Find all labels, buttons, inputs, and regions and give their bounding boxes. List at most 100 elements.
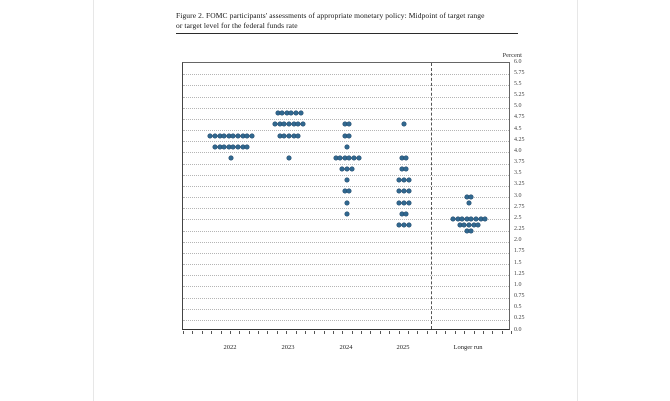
projection-dot: [483, 217, 488, 222]
projection-dot: [467, 222, 471, 227]
projection-dot: [455, 217, 460, 222]
y-axis-tick-label: 0.5: [514, 304, 522, 311]
y-gridline: [183, 286, 509, 288]
projection-dot: [457, 222, 462, 227]
projection-dot: [235, 144, 240, 149]
x-axis-tick: [398, 331, 400, 334]
y-axis-tick-label: 4.5: [514, 125, 522, 132]
page-edge-right: [577, 0, 578, 401]
projection-dot: [464, 228, 469, 233]
projection-dot: [245, 144, 250, 149]
y-gridline: [183, 141, 509, 143]
y-axis-tick-label: 4.75: [514, 114, 525, 121]
projection-dot: [345, 211, 349, 216]
projection-dot: [342, 122, 347, 127]
projection-dot: [296, 122, 301, 127]
y-gridline: [183, 152, 509, 154]
projection-dot: [229, 155, 233, 160]
projection-dot: [473, 217, 478, 222]
projection-dot: [345, 178, 349, 183]
projection-dot: [222, 144, 227, 149]
y-axis-tick-label: 4.0: [514, 147, 522, 154]
x-axis-category-label-2023: 2023: [281, 344, 295, 351]
y-axis-tick-label: 3.25: [514, 181, 525, 188]
x-axis-tick: [211, 331, 213, 334]
y-gridline: [183, 174, 509, 176]
projection-dot: [342, 189, 347, 194]
y-axis-tick-label: 2.0: [514, 237, 522, 244]
projection-dot: [249, 133, 254, 138]
x-axis-tick: [314, 331, 316, 334]
projection-dot: [300, 122, 305, 127]
projection-dot: [406, 189, 411, 194]
y-gridline: [183, 107, 509, 109]
x-axis-tick: [492, 331, 494, 334]
y-axis-tick-label: 4.25: [514, 136, 525, 143]
y-axis-tick-label: 1.5: [514, 259, 522, 266]
projection-dot: [460, 217, 465, 222]
projection-dot: [240, 133, 245, 138]
projection-dot: [347, 189, 352, 194]
page-edge-left: [93, 0, 94, 401]
x-axis-tick: [436, 331, 437, 334]
x-axis-tick: [192, 331, 194, 334]
projection-dot: [404, 211, 409, 216]
projection-dot: [212, 144, 217, 149]
x-axis-tick: [295, 331, 297, 334]
y-axis-tick-label: 3.75: [514, 159, 525, 165]
x-axis-tick: [351, 331, 353, 334]
projection-dot: [471, 222, 476, 227]
projection-dot: [338, 155, 343, 160]
y-axis-tick-label: 0.75: [514, 293, 525, 299]
x-axis-tick: [454, 331, 456, 334]
projection-dot: [226, 133, 231, 138]
projection-dot: [478, 217, 483, 222]
y-gridline: [183, 118, 509, 120]
projection-dot: [275, 111, 280, 116]
x-axis-tick: [220, 331, 222, 334]
projection-dot: [217, 133, 222, 138]
projection-dot: [289, 111, 294, 116]
y-axis-tick-label: 5.25: [514, 92, 525, 98]
y-axis-tick-label: 1.75: [514, 248, 525, 255]
projection-dot: [287, 133, 291, 138]
projection-dot: [345, 144, 349, 149]
projection-dot: [402, 122, 406, 127]
projection-dot: [450, 217, 455, 222]
projection-dot: [208, 133, 213, 138]
projection-dot: [296, 133, 301, 138]
y-gridline: [183, 241, 509, 243]
x-axis-tick: [482, 331, 484, 334]
x-axis-tick: [379, 331, 381, 334]
x-axis-tick: [304, 331, 306, 334]
y-gridline: [183, 130, 509, 131]
projection-dot: [235, 133, 240, 138]
x-axis-category-label-2022: 2022: [223, 344, 237, 351]
projection-dot: [273, 122, 278, 127]
projection-dot: [404, 155, 409, 160]
projection-dot: [240, 144, 245, 149]
projection-dot: [469, 228, 474, 233]
projection-dot: [469, 195, 474, 199]
projection-dot: [406, 222, 411, 227]
projection-dot: [340, 167, 345, 172]
projection-dot: [467, 200, 471, 205]
x-axis-category-label-2025: 2025: [396, 344, 410, 351]
projection-dot: [347, 155, 352, 160]
y-gridline: [183, 74, 509, 76]
projection-dot: [397, 189, 402, 194]
projection-dot: [291, 133, 296, 138]
projection-dot: [397, 222, 402, 227]
dot-plot-area: [182, 62, 512, 334]
y-gridline: [183, 197, 509, 198]
projection-dot: [282, 133, 287, 138]
projection-dot: [399, 155, 404, 160]
projection-dot: [226, 144, 231, 149]
projection-dot: [402, 189, 406, 194]
y-axis-unit-label: Percent: [502, 52, 523, 59]
projection-dot: [402, 178, 406, 183]
x-axis-tick: [323, 331, 325, 334]
y-axis-tick-label: 0.0: [514, 326, 522, 333]
x-axis-tick: [370, 331, 372, 334]
x-axis-tick: [229, 331, 231, 334]
